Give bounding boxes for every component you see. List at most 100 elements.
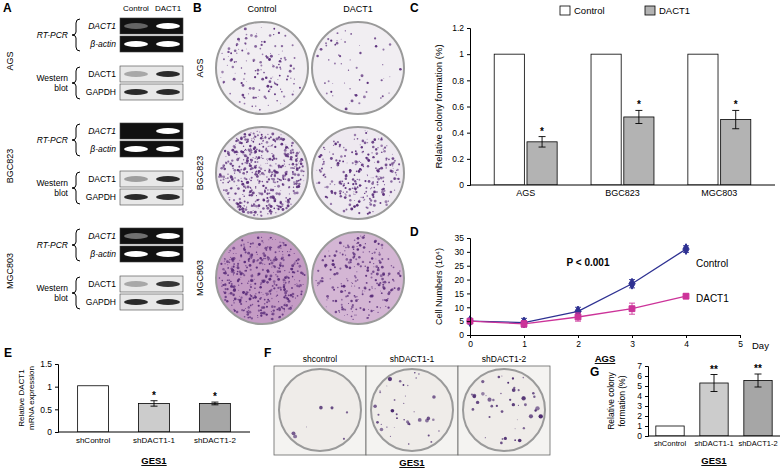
plot-area xyxy=(467,244,689,328)
colony xyxy=(345,174,348,177)
colony xyxy=(285,282,287,284)
colony xyxy=(244,138,247,141)
colony xyxy=(247,242,248,243)
colony xyxy=(283,159,284,160)
colony xyxy=(233,289,235,291)
colony xyxy=(256,148,258,150)
error-bar xyxy=(539,137,546,147)
colony xyxy=(266,207,269,210)
colony xyxy=(244,200,246,202)
colony xyxy=(237,38,240,41)
colony xyxy=(318,182,320,184)
band xyxy=(156,146,180,152)
colony xyxy=(282,308,284,310)
colony xyxy=(260,262,263,265)
colony xyxy=(264,170,266,172)
colony xyxy=(350,308,352,310)
colony xyxy=(259,132,260,133)
colony xyxy=(269,275,272,278)
tick-label: 0 xyxy=(459,180,464,190)
colony xyxy=(284,280,286,282)
colony xyxy=(328,250,330,252)
colony xyxy=(381,151,383,153)
colony xyxy=(233,145,236,148)
colony xyxy=(276,66,278,68)
colony xyxy=(260,297,261,298)
colony xyxy=(243,189,245,191)
colony xyxy=(294,261,295,262)
colony xyxy=(347,280,349,282)
colony xyxy=(334,143,337,146)
colony xyxy=(322,159,323,160)
colony xyxy=(266,205,268,207)
bar xyxy=(688,54,718,185)
plate xyxy=(312,127,404,219)
colony xyxy=(376,273,379,276)
error-bar xyxy=(711,375,718,392)
colony xyxy=(296,180,298,182)
colony xyxy=(274,146,276,148)
colony xyxy=(258,272,261,275)
colony xyxy=(285,197,287,199)
colony xyxy=(282,254,283,255)
tick-mark xyxy=(645,406,648,407)
colony xyxy=(224,299,226,301)
colony xyxy=(256,195,257,196)
colony xyxy=(289,193,290,194)
colony xyxy=(240,303,242,305)
tick: MGC803 xyxy=(701,188,737,198)
colony xyxy=(267,213,269,215)
colony xyxy=(268,239,270,241)
colony xyxy=(269,145,270,146)
colony xyxy=(383,148,384,149)
colony xyxy=(241,142,243,144)
colony xyxy=(381,244,384,247)
colony xyxy=(339,312,340,313)
colony xyxy=(222,164,225,167)
colony xyxy=(325,45,327,47)
colony xyxy=(324,149,325,150)
colony xyxy=(343,210,346,213)
colony xyxy=(246,48,248,50)
colony xyxy=(338,54,340,56)
colony xyxy=(243,195,245,197)
band-label: β-actin xyxy=(89,144,116,154)
colony xyxy=(273,280,276,283)
plate xyxy=(312,232,404,324)
colony xyxy=(238,285,239,286)
error-cap xyxy=(575,312,581,313)
colony xyxy=(251,256,253,258)
colony xyxy=(232,294,235,297)
colony xyxy=(326,92,328,94)
colony xyxy=(351,315,353,317)
colony xyxy=(378,253,380,255)
plate-dish xyxy=(216,232,308,324)
colony xyxy=(254,161,256,163)
colony xyxy=(230,285,233,288)
colony xyxy=(288,179,290,181)
colony xyxy=(382,284,384,286)
colony xyxy=(249,164,252,167)
error-cap xyxy=(732,128,739,129)
colony xyxy=(282,259,284,261)
colony xyxy=(254,136,256,138)
colony xyxy=(263,140,264,141)
colony xyxy=(267,271,269,273)
colony xyxy=(250,167,253,170)
colony xyxy=(380,167,383,170)
colony xyxy=(394,287,396,289)
colony xyxy=(251,106,253,108)
colony xyxy=(277,294,279,296)
y-axis: 00.20.40.60.811.2 xyxy=(452,23,470,190)
band-label: DACT1 xyxy=(88,279,116,289)
colony xyxy=(269,34,272,37)
colony xyxy=(294,253,295,254)
colony xyxy=(251,280,253,282)
colony xyxy=(250,275,253,278)
colony xyxy=(246,81,248,83)
colony xyxy=(275,284,277,286)
tick: 1 xyxy=(522,335,527,349)
colony xyxy=(256,252,257,253)
colony xyxy=(281,45,283,47)
colony xyxy=(332,95,333,96)
